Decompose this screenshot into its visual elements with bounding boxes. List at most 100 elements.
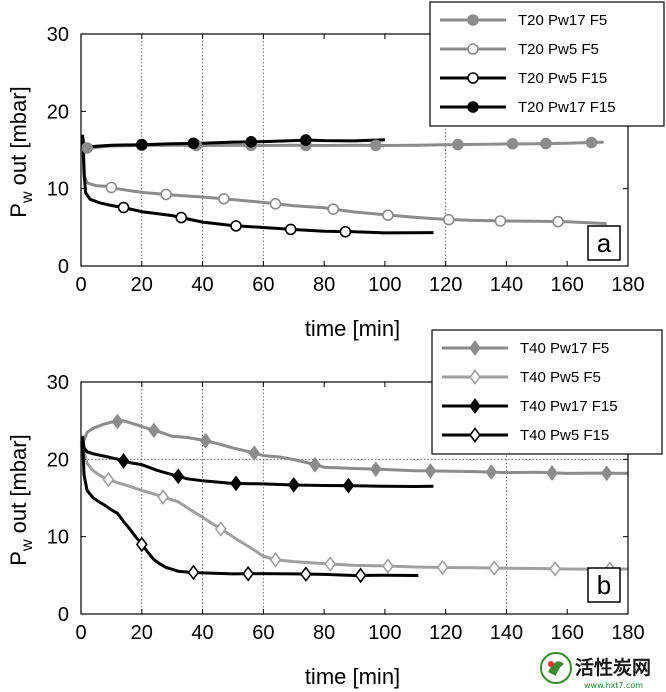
data-point (382, 209, 394, 221)
data-point (218, 192, 230, 205)
y-tick-label: 0 (58, 604, 69, 626)
y-tick-label: 0 (58, 256, 69, 278)
legend-marker (469, 340, 481, 356)
legend-marker (469, 369, 481, 385)
data-point (199, 432, 212, 449)
data-point (245, 136, 257, 148)
legend-box (431, 329, 663, 455)
legend-label: T20 Pw17 F15 (518, 99, 616, 116)
data-point (157, 489, 169, 505)
data-point (369, 139, 382, 152)
data-point (269, 198, 282, 210)
legend-label: T40 Pw5 F5 (520, 369, 601, 386)
data-point (284, 223, 297, 236)
y-tick-label: 30 (47, 372, 69, 394)
x-tick-label: 100 (368, 622, 401, 644)
data-point (549, 561, 561, 577)
data-point (187, 137, 200, 150)
x-tick-label: 140 (490, 622, 523, 644)
data-point (327, 203, 340, 215)
legend: T40 Pw17 F5 T40 Pw5 F5 T40 Pw17 F15 T40 Pw5… (431, 329, 663, 455)
panel-label-text: b (597, 570, 611, 600)
data-point (214, 521, 227, 537)
data-point (117, 201, 130, 214)
legend-marker (469, 398, 481, 414)
data-point (175, 211, 188, 224)
legend-label: T20 Pw5 F5 (518, 41, 599, 58)
data-point (342, 477, 355, 494)
panel-label-text: a (597, 228, 612, 258)
data-point (546, 465, 558, 481)
data-point (354, 567, 367, 584)
axes-frame (80, 381, 629, 615)
axes-frame (80, 33, 629, 267)
legend-label: T20 Pw17 F5 (518, 12, 607, 29)
legend-label: T40 Pw17 F15 (520, 398, 618, 415)
data-point (135, 138, 148, 151)
watermark: 活性炭网 www.hxt7.com (538, 648, 666, 692)
data-point (300, 566, 312, 582)
data-point (300, 134, 312, 146)
x-tick-label: 60 (252, 274, 274, 296)
legend-marker (467, 101, 479, 113)
data-point (339, 225, 352, 238)
panel-label-box (587, 567, 621, 603)
x-tick-label: 20 (131, 274, 153, 296)
y-tick-label: 20 (47, 449, 69, 471)
x-tick-label: 160 (551, 622, 584, 644)
legend-label: T20 Pw5 F15 (518, 70, 607, 87)
y-axis-label-main: P (6, 551, 31, 566)
panel-label-box (587, 225, 621, 261)
data-point (248, 445, 261, 461)
data-point (230, 220, 242, 232)
data-point (135, 536, 148, 553)
x-axis-label: time [min] (305, 664, 400, 689)
x-tick-label: 120 (429, 274, 462, 296)
data-point (506, 138, 519, 150)
x-tick-label: 60 (252, 622, 274, 644)
x-tick-label: 100 (368, 274, 401, 296)
x-tick-label: 80 (313, 622, 335, 644)
data-point (111, 413, 124, 430)
legend-marker (467, 43, 479, 55)
y-axis-label: Pw out [mbar] (6, 86, 36, 217)
data-point (117, 453, 130, 469)
y-tick-label: 20 (47, 101, 69, 123)
y-tick-label: 10 (47, 527, 69, 549)
data-point (442, 213, 455, 226)
data-point (269, 552, 282, 568)
data-point (102, 471, 115, 488)
watermark-url: www.hxt7.com (584, 681, 643, 690)
data-point (324, 556, 337, 572)
panel-label: b (587, 567, 621, 603)
chart-panel-a: 0 20 40 60 80 100 120 140 160 180 0 10 20 30 time [min… (6, 1, 665, 341)
y-axis-label-rest: out [mbar] (6, 86, 31, 191)
x-tick-label: 40 (191, 274, 213, 296)
data-point (172, 468, 185, 485)
data-point (309, 456, 321, 473)
data-point (160, 188, 172, 201)
legend-marker (469, 427, 481, 443)
data-point (552, 215, 564, 228)
watermark-dot-icon (548, 661, 554, 667)
data-point (230, 475, 242, 492)
watermark-text: 活性炭网 (575, 656, 651, 679)
data-point (382, 558, 394, 574)
x-tick-label: 180 (611, 622, 644, 644)
data-point (81, 142, 93, 154)
x-tick-label: 0 (75, 274, 86, 296)
y-axis-label-sub: w (19, 539, 36, 552)
series-line (81, 138, 434, 235)
x-tick-label: 20 (131, 622, 153, 644)
x-tick-label: 180 (611, 274, 644, 296)
data-point (488, 560, 501, 576)
legend: T20 Pw17 F5 T20 Pw5 F5 T20 Pw5 F15 T20 Pw17… (429, 1, 665, 127)
legend-marker (467, 72, 479, 84)
watermark-leaf-icon (548, 661, 564, 676)
y-tick-label: 10 (47, 179, 69, 201)
data-point (436, 559, 449, 576)
data-point (485, 464, 498, 480)
series-line (81, 436, 419, 577)
x-tick-label: 80 (313, 274, 335, 296)
